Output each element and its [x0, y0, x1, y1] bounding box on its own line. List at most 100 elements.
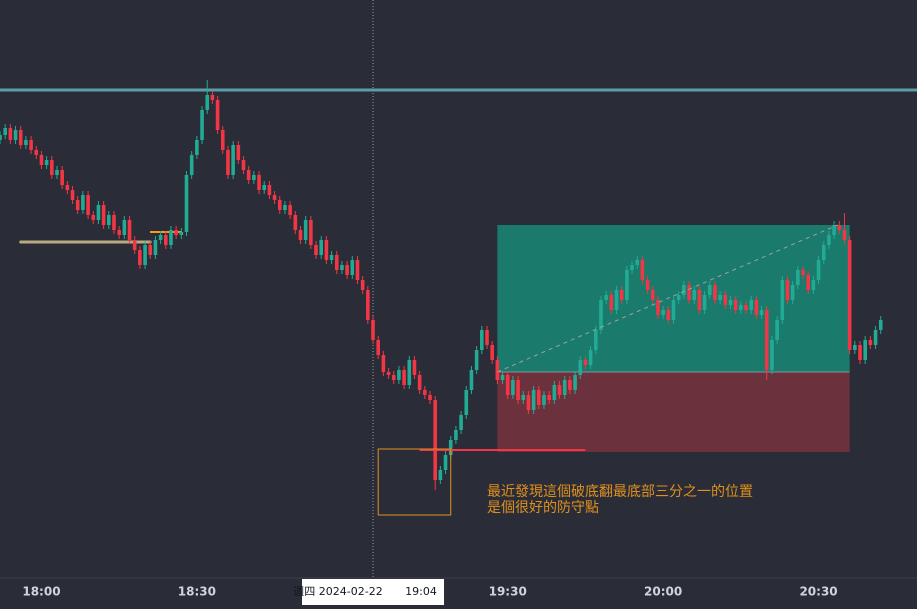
- candle-body: [448, 440, 453, 455]
- candle-body: [132, 240, 137, 250]
- candle-body: [195, 140, 199, 155]
- candle-body: [18, 130, 23, 145]
- candle-body: [801, 270, 805, 275]
- candle-body: [303, 220, 308, 240]
- candle-body: [733, 300, 738, 310]
- candle-body: [878, 320, 883, 330]
- candle-body: [153, 240, 158, 255]
- x-tick-label: 18:00: [22, 585, 60, 599]
- candle-body: [309, 220, 313, 245]
- candle-body: [163, 235, 168, 245]
- candle-body: [744, 305, 748, 310]
- candle-body: [593, 330, 598, 350]
- candle-body: [858, 345, 862, 360]
- candle-body: [526, 395, 531, 410]
- candle-body: [764, 310, 769, 370]
- candle-body: [459, 415, 463, 430]
- candle-body: [707, 285, 712, 295]
- candle-body: [334, 255, 339, 270]
- candle-body: [640, 260, 645, 280]
- candle-body: [542, 395, 546, 405]
- candle-body: [106, 215, 111, 225]
- candle-body: [345, 265, 349, 275]
- candle-body: [24, 140, 28, 145]
- candle-body: [811, 280, 816, 290]
- candle-body: [220, 130, 225, 150]
- candle-body: [3, 128, 7, 135]
- candle-body: [257, 175, 261, 190]
- candle-body: [101, 205, 106, 225]
- candle-body: [231, 145, 235, 175]
- candle-body: [537, 390, 541, 405]
- annotation-text: 是個很好的防守點: [487, 500, 599, 516]
- position-path: [497, 224, 838, 373]
- candle-body: [314, 245, 318, 255]
- candle-body: [138, 250, 142, 265]
- candle-body: [469, 370, 474, 390]
- candle-body: [96, 205, 101, 220]
- candle-body: [692, 290, 697, 300]
- candle-body: [650, 290, 655, 300]
- candle-body: [728, 300, 733, 305]
- candle-body: [873, 330, 878, 345]
- candle-body: [267, 185, 272, 195]
- candle-body: [350, 260, 355, 275]
- candle-body: [252, 175, 256, 180]
- candle-body: [671, 300, 676, 320]
- candle-body: [521, 395, 526, 400]
- candle-body: [790, 285, 795, 300]
- candle-body: [75, 200, 80, 210]
- candle-body: [246, 170, 251, 180]
- crosshair-time: 19:04: [405, 585, 437, 598]
- candle-body: [226, 150, 230, 175]
- crosshair-label-bg: [302, 579, 445, 605]
- candle-body: [552, 385, 557, 400]
- candle-body: [578, 360, 583, 375]
- candle-body: [480, 330, 484, 350]
- candle-body: [122, 220, 127, 235]
- highlight-box: [377, 448, 452, 516]
- candle-body: [366, 290, 370, 320]
- candle-body: [86, 195, 90, 215]
- candle-body: [676, 295, 681, 300]
- candle-body: [630, 265, 634, 270]
- candle-body: [428, 395, 432, 400]
- candle-body: [785, 280, 790, 300]
- candle-body: [661, 310, 665, 315]
- candle-body: [666, 310, 671, 320]
- candle-body: [81, 195, 85, 210]
- candle-body: [562, 380, 567, 395]
- candle-body: [645, 280, 650, 290]
- candle-body: [573, 375, 577, 390]
- candle-body: [702, 295, 707, 310]
- candle-body: [775, 320, 779, 340]
- candle-body: [29, 140, 33, 150]
- candle-body: [485, 330, 489, 345]
- candle-body: [386, 372, 391, 375]
- candle-body: [697, 290, 702, 310]
- candle-body: [293, 215, 298, 230]
- candle-body: [723, 295, 728, 305]
- candle-body: [210, 95, 215, 100]
- candle-body: [847, 240, 852, 350]
- candle-body: [13, 130, 18, 140]
- candle-body: [842, 230, 847, 240]
- candle-body: [169, 230, 173, 245]
- candle-body: [599, 300, 603, 330]
- candle-body: [34, 150, 39, 155]
- candle-body: [371, 320, 375, 340]
- candle-body: [288, 205, 292, 215]
- candle-body: [821, 245, 826, 260]
- candle-body: [511, 380, 515, 395]
- candle-body: [609, 295, 614, 310]
- candle-body: [583, 360, 588, 365]
- candle-body: [588, 350, 593, 365]
- candle-body: [262, 185, 267, 190]
- x-tick-label: 20:30: [799, 585, 837, 599]
- candle-body: [65, 185, 70, 190]
- candle-body: [391, 375, 396, 380]
- candle-body: [557, 385, 562, 395]
- candle-body: [474, 350, 479, 370]
- candle-body: [464, 390, 469, 415]
